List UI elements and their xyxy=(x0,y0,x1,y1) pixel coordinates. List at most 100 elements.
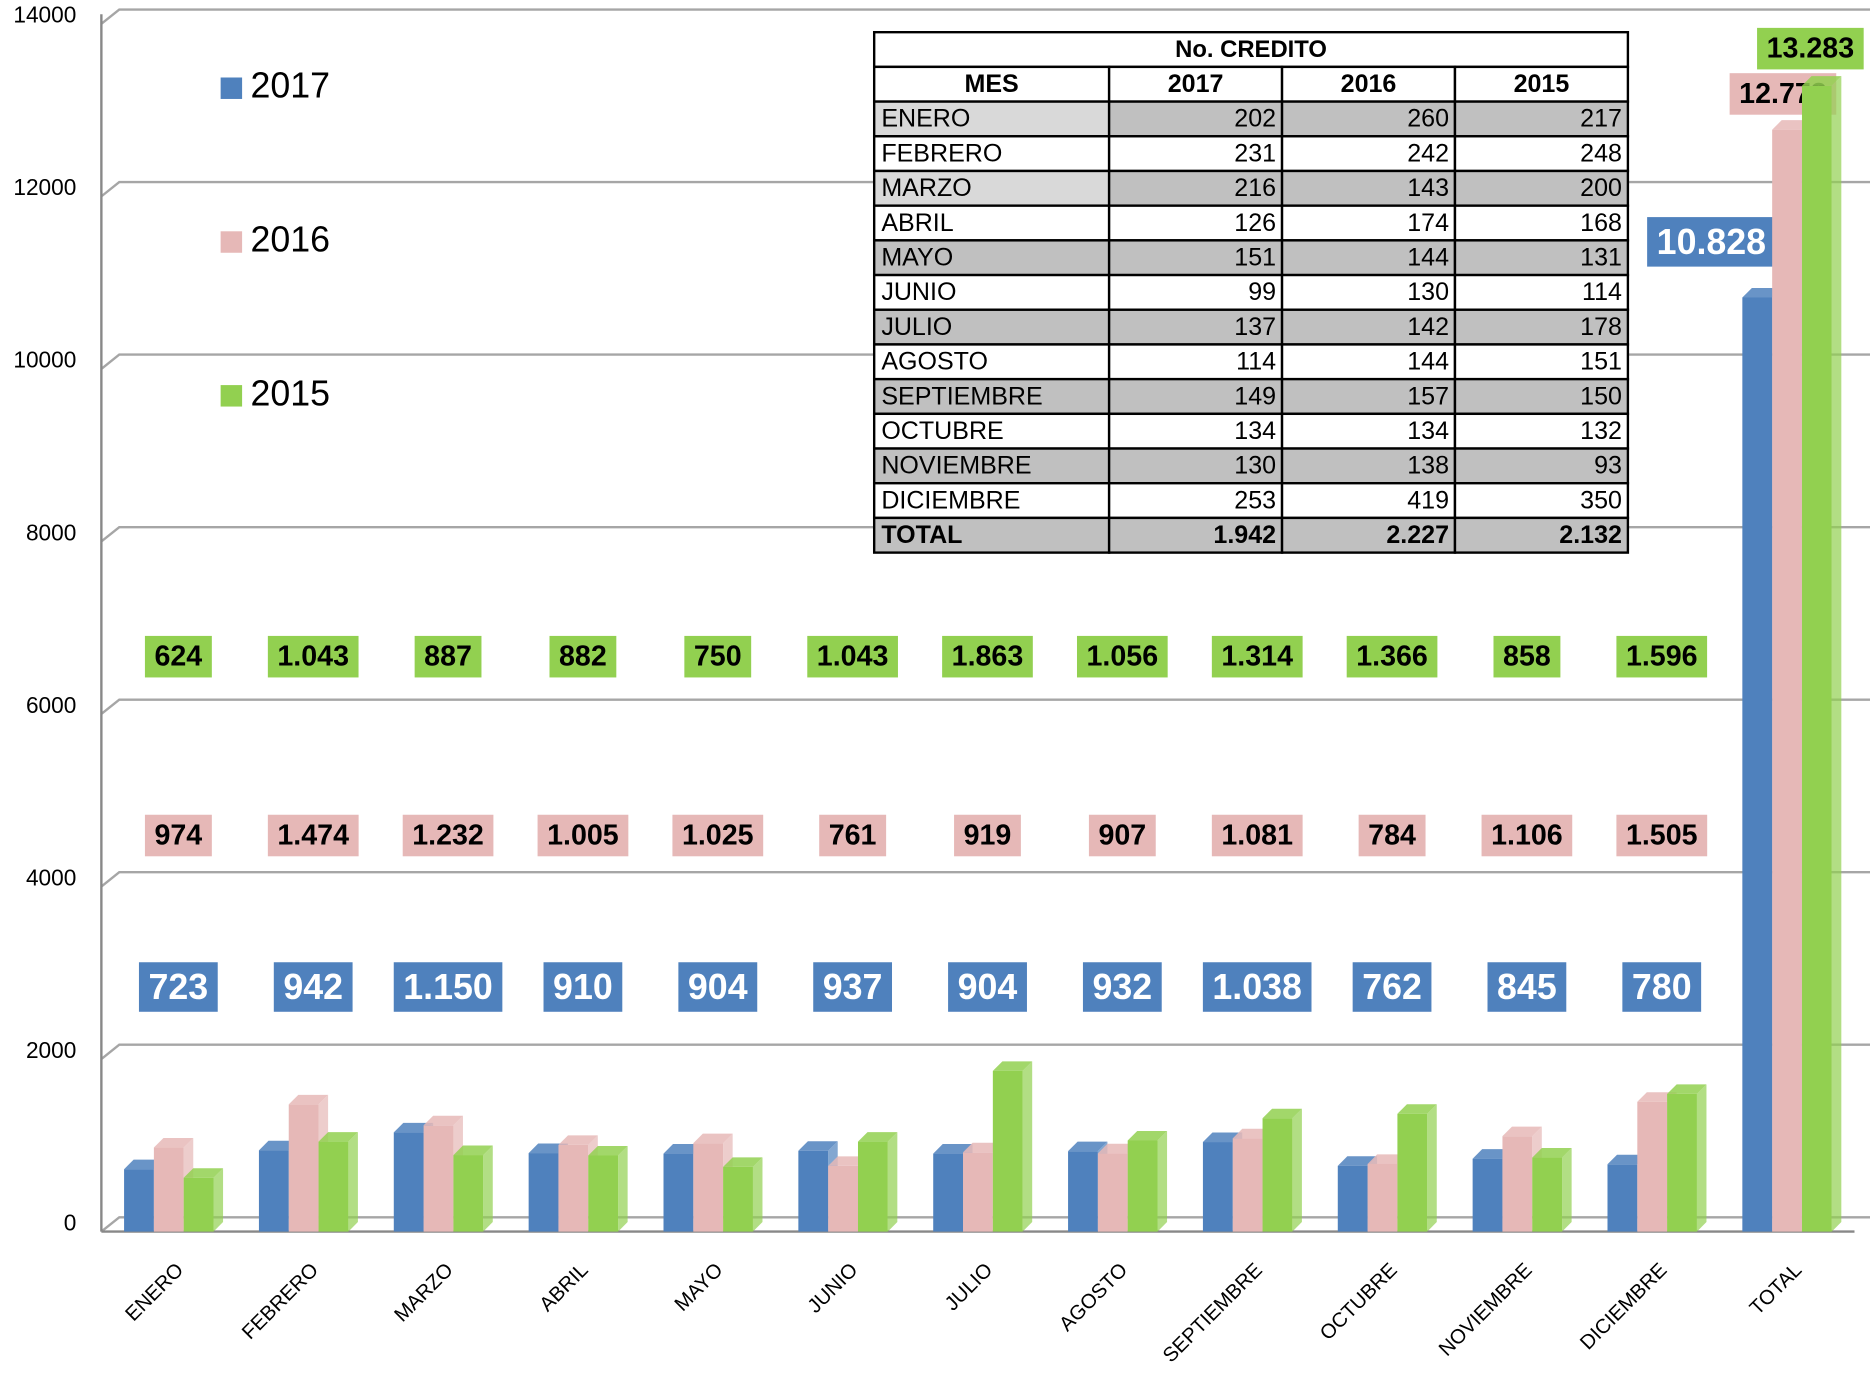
bar xyxy=(288,1104,319,1232)
bar xyxy=(1772,129,1802,1232)
data-label-box xyxy=(1358,814,1426,857)
x-tick-label: OCTUBRE xyxy=(1316,1259,1402,1345)
bar-top xyxy=(992,1061,1033,1071)
bar-top xyxy=(1772,120,1812,130)
bar-top xyxy=(258,1140,299,1151)
table-cell xyxy=(1453,100,1630,138)
bar-top xyxy=(798,1141,838,1151)
bar-top xyxy=(933,1144,973,1154)
bar-side xyxy=(1427,1104,1437,1232)
table-text: 151 xyxy=(1234,244,1276,272)
bar-top xyxy=(663,1144,703,1154)
table-text: 231 xyxy=(1234,139,1276,167)
table-cell xyxy=(872,412,1111,450)
data-label: 761 xyxy=(829,820,877,852)
table-cell xyxy=(1453,377,1630,416)
y-tick-label: 8000 xyxy=(26,519,76,545)
table-text: 168 xyxy=(1580,209,1622,237)
bar-side xyxy=(1157,1130,1168,1232)
data-label: 858 xyxy=(1503,641,1551,673)
bar-top xyxy=(1097,1143,1138,1154)
bar-top xyxy=(1262,1108,1302,1119)
data-label: 10.828 xyxy=(1657,222,1766,262)
table-text: 151 xyxy=(1580,348,1622,376)
y-tick-label: 12000 xyxy=(13,174,76,200)
table-cell xyxy=(1280,135,1457,173)
data-label: 1.106 xyxy=(1491,820,1563,852)
table-text: 150 xyxy=(1580,382,1622,410)
data-label-box xyxy=(1487,962,1567,1012)
bar xyxy=(723,1166,753,1232)
table-text: 130 xyxy=(1407,278,1449,306)
bar xyxy=(453,1155,484,1232)
data-label-box xyxy=(672,814,764,857)
bar-side xyxy=(1831,76,1842,1232)
table-text: 260 xyxy=(1407,105,1449,133)
bar xyxy=(153,1147,184,1232)
bar-top xyxy=(828,1156,868,1166)
table-text: 2015 xyxy=(1514,70,1570,98)
bar-side xyxy=(752,1157,763,1232)
bar xyxy=(1532,1157,1563,1232)
table-text: 248 xyxy=(1580,139,1622,167)
table-text: 419 xyxy=(1407,486,1449,514)
bar-top xyxy=(1742,287,1782,298)
bar-side xyxy=(483,1145,493,1232)
table-cell xyxy=(1107,343,1284,381)
table-text: 138 xyxy=(1407,452,1449,480)
table-text: 2.132 xyxy=(1559,521,1622,549)
table-text: 1.942 xyxy=(1213,521,1276,549)
data-label-box xyxy=(1088,814,1156,857)
bar-side xyxy=(348,1132,358,1232)
data-label: 1.005 xyxy=(547,820,619,852)
table-cell xyxy=(1280,204,1457,242)
bar xyxy=(558,1144,589,1232)
table-text: 2017 xyxy=(1168,70,1224,98)
data-label-box xyxy=(1481,814,1573,857)
table-text: JUNIO xyxy=(881,278,956,306)
data-label-box xyxy=(267,635,359,678)
bar xyxy=(933,1153,964,1232)
data-label-box xyxy=(1647,217,1776,267)
table-text: 134 xyxy=(1234,417,1276,445)
table-text: 126 xyxy=(1234,209,1276,237)
bar xyxy=(183,1177,214,1232)
bar-top xyxy=(1397,1104,1437,1114)
data-label: 882 xyxy=(559,641,607,673)
data-label-box xyxy=(414,635,482,678)
data-label: 1.043 xyxy=(277,641,349,673)
x-tick-label: JULIO xyxy=(941,1259,997,1315)
table-cell xyxy=(1280,100,1457,138)
table-cell xyxy=(1453,204,1630,242)
table-cell xyxy=(872,100,1111,138)
x-tick-label: JUNIO xyxy=(804,1259,863,1318)
data-label: 1.043 xyxy=(817,641,889,673)
bar-top xyxy=(723,1157,763,1167)
data-label: 907 xyxy=(1098,820,1146,852)
bar xyxy=(1801,85,1832,1232)
table-cell xyxy=(1107,65,1284,103)
table-text: 216 xyxy=(1234,174,1276,202)
table-cell xyxy=(1107,135,1284,173)
table-cell xyxy=(1453,516,1630,554)
data-label: 887 xyxy=(424,641,472,673)
bar xyxy=(528,1153,559,1232)
table-text: 2016 xyxy=(1341,70,1397,98)
legend-label: 2015 xyxy=(250,373,330,413)
table-text: 134 xyxy=(1407,417,1449,445)
data-label: 1.596 xyxy=(1626,641,1698,673)
data-label: 904 xyxy=(688,967,748,1007)
bar-top xyxy=(857,1132,898,1142)
bar xyxy=(1742,297,1773,1232)
data-label-box xyxy=(813,962,893,1012)
table-text: 217 xyxy=(1580,105,1622,133)
table-text: 200 xyxy=(1580,174,1622,202)
bar-top xyxy=(558,1135,598,1145)
data-label: 723 xyxy=(148,967,208,1007)
data-label-box xyxy=(1211,814,1303,857)
data-label-box xyxy=(1346,635,1438,678)
table-cell xyxy=(1453,169,1630,207)
data-label: 1.474 xyxy=(277,820,349,852)
table-text: 144 xyxy=(1407,244,1449,272)
data-label: 1.025 xyxy=(682,820,754,852)
